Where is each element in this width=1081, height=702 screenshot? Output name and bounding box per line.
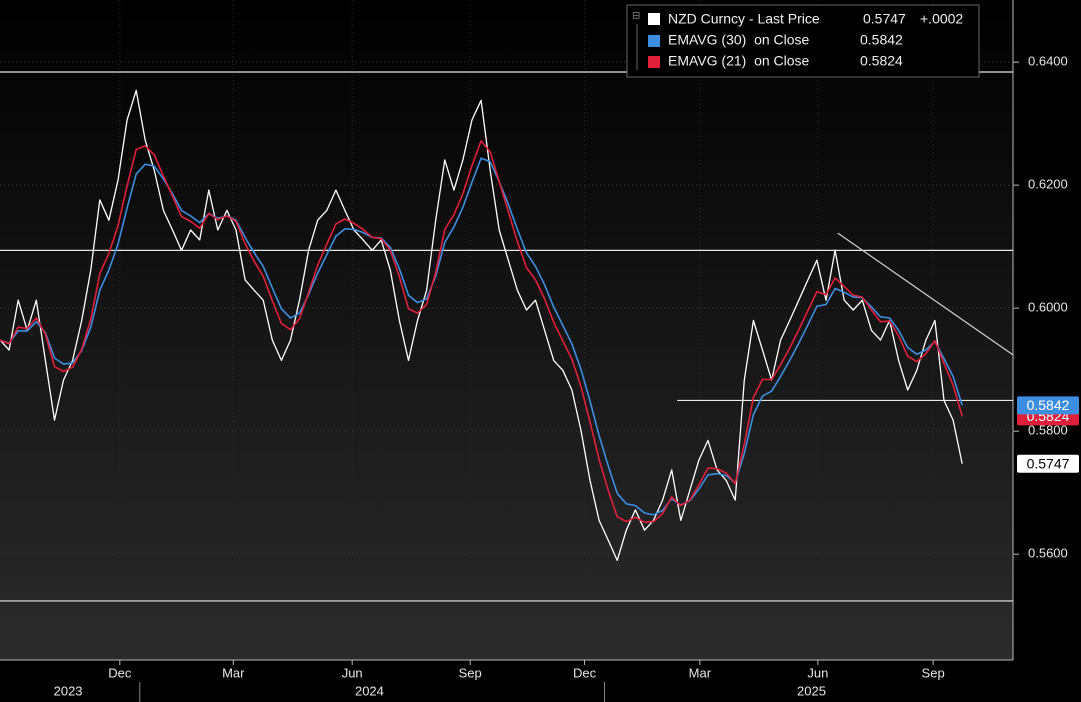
legend-swatch <box>648 13 660 25</box>
legend-toggle[interactable]: ⊟ <box>632 11 640 22</box>
legend-value: 0.5842 <box>860 32 903 48</box>
plot-background <box>0 0 1013 660</box>
y-tick-label: 0.6400 <box>1028 54 1068 69</box>
legend-swatch <box>648 35 660 47</box>
x-tick-label: Mar <box>689 665 712 680</box>
last-value-label: 0.5747 <box>1027 455 1070 471</box>
y-tick-label: 0.6200 <box>1028 177 1068 192</box>
y-tick-label: 0.5800 <box>1028 423 1068 438</box>
year-label: 2024 <box>355 683 384 698</box>
y-tick-label: 0.5600 <box>1028 546 1068 561</box>
legend-label: EMAVG (30) on Close <box>668 32 810 48</box>
legend-label: EMAVG (21) on Close <box>668 53 810 69</box>
last-value-label: 0.5842 <box>1027 397 1070 413</box>
y-tick-label: 0.6000 <box>1028 300 1068 315</box>
x-tick-label: Jun <box>342 665 363 680</box>
legend-value: 0.5824 <box>860 53 903 69</box>
legend: ⊟ NZD Curncy - Last Price 0.5747 +.0002 … <box>626 4 980 78</box>
x-tick-label: Dec <box>108 665 132 680</box>
year-label: 2025 <box>797 683 826 698</box>
x-tick-label: Sep <box>922 665 945 680</box>
series-line <box>0 89 963 562</box>
x-tick-label: Dec <box>573 665 597 680</box>
x-tick-label: Jun <box>807 665 828 680</box>
last-value-box <box>1017 454 1079 473</box>
legend-change: +.0002 <box>920 11 963 27</box>
legend-value: 0.5747 <box>863 11 906 27</box>
last-value-box <box>1017 396 1079 415</box>
legend-swatch <box>648 56 660 68</box>
legend-label: NZD Curncy - Last Price <box>668 11 820 27</box>
axis-background <box>1013 0 1081 702</box>
axis-background <box>0 660 1013 702</box>
trend-line <box>837 232 1014 356</box>
x-tick-label: Mar <box>222 665 245 680</box>
year-label: 2023 <box>54 683 83 698</box>
series-line <box>0 140 963 523</box>
series-line <box>0 157 963 516</box>
x-tick-label: Sep <box>459 665 482 680</box>
legend-box <box>626 4 980 78</box>
